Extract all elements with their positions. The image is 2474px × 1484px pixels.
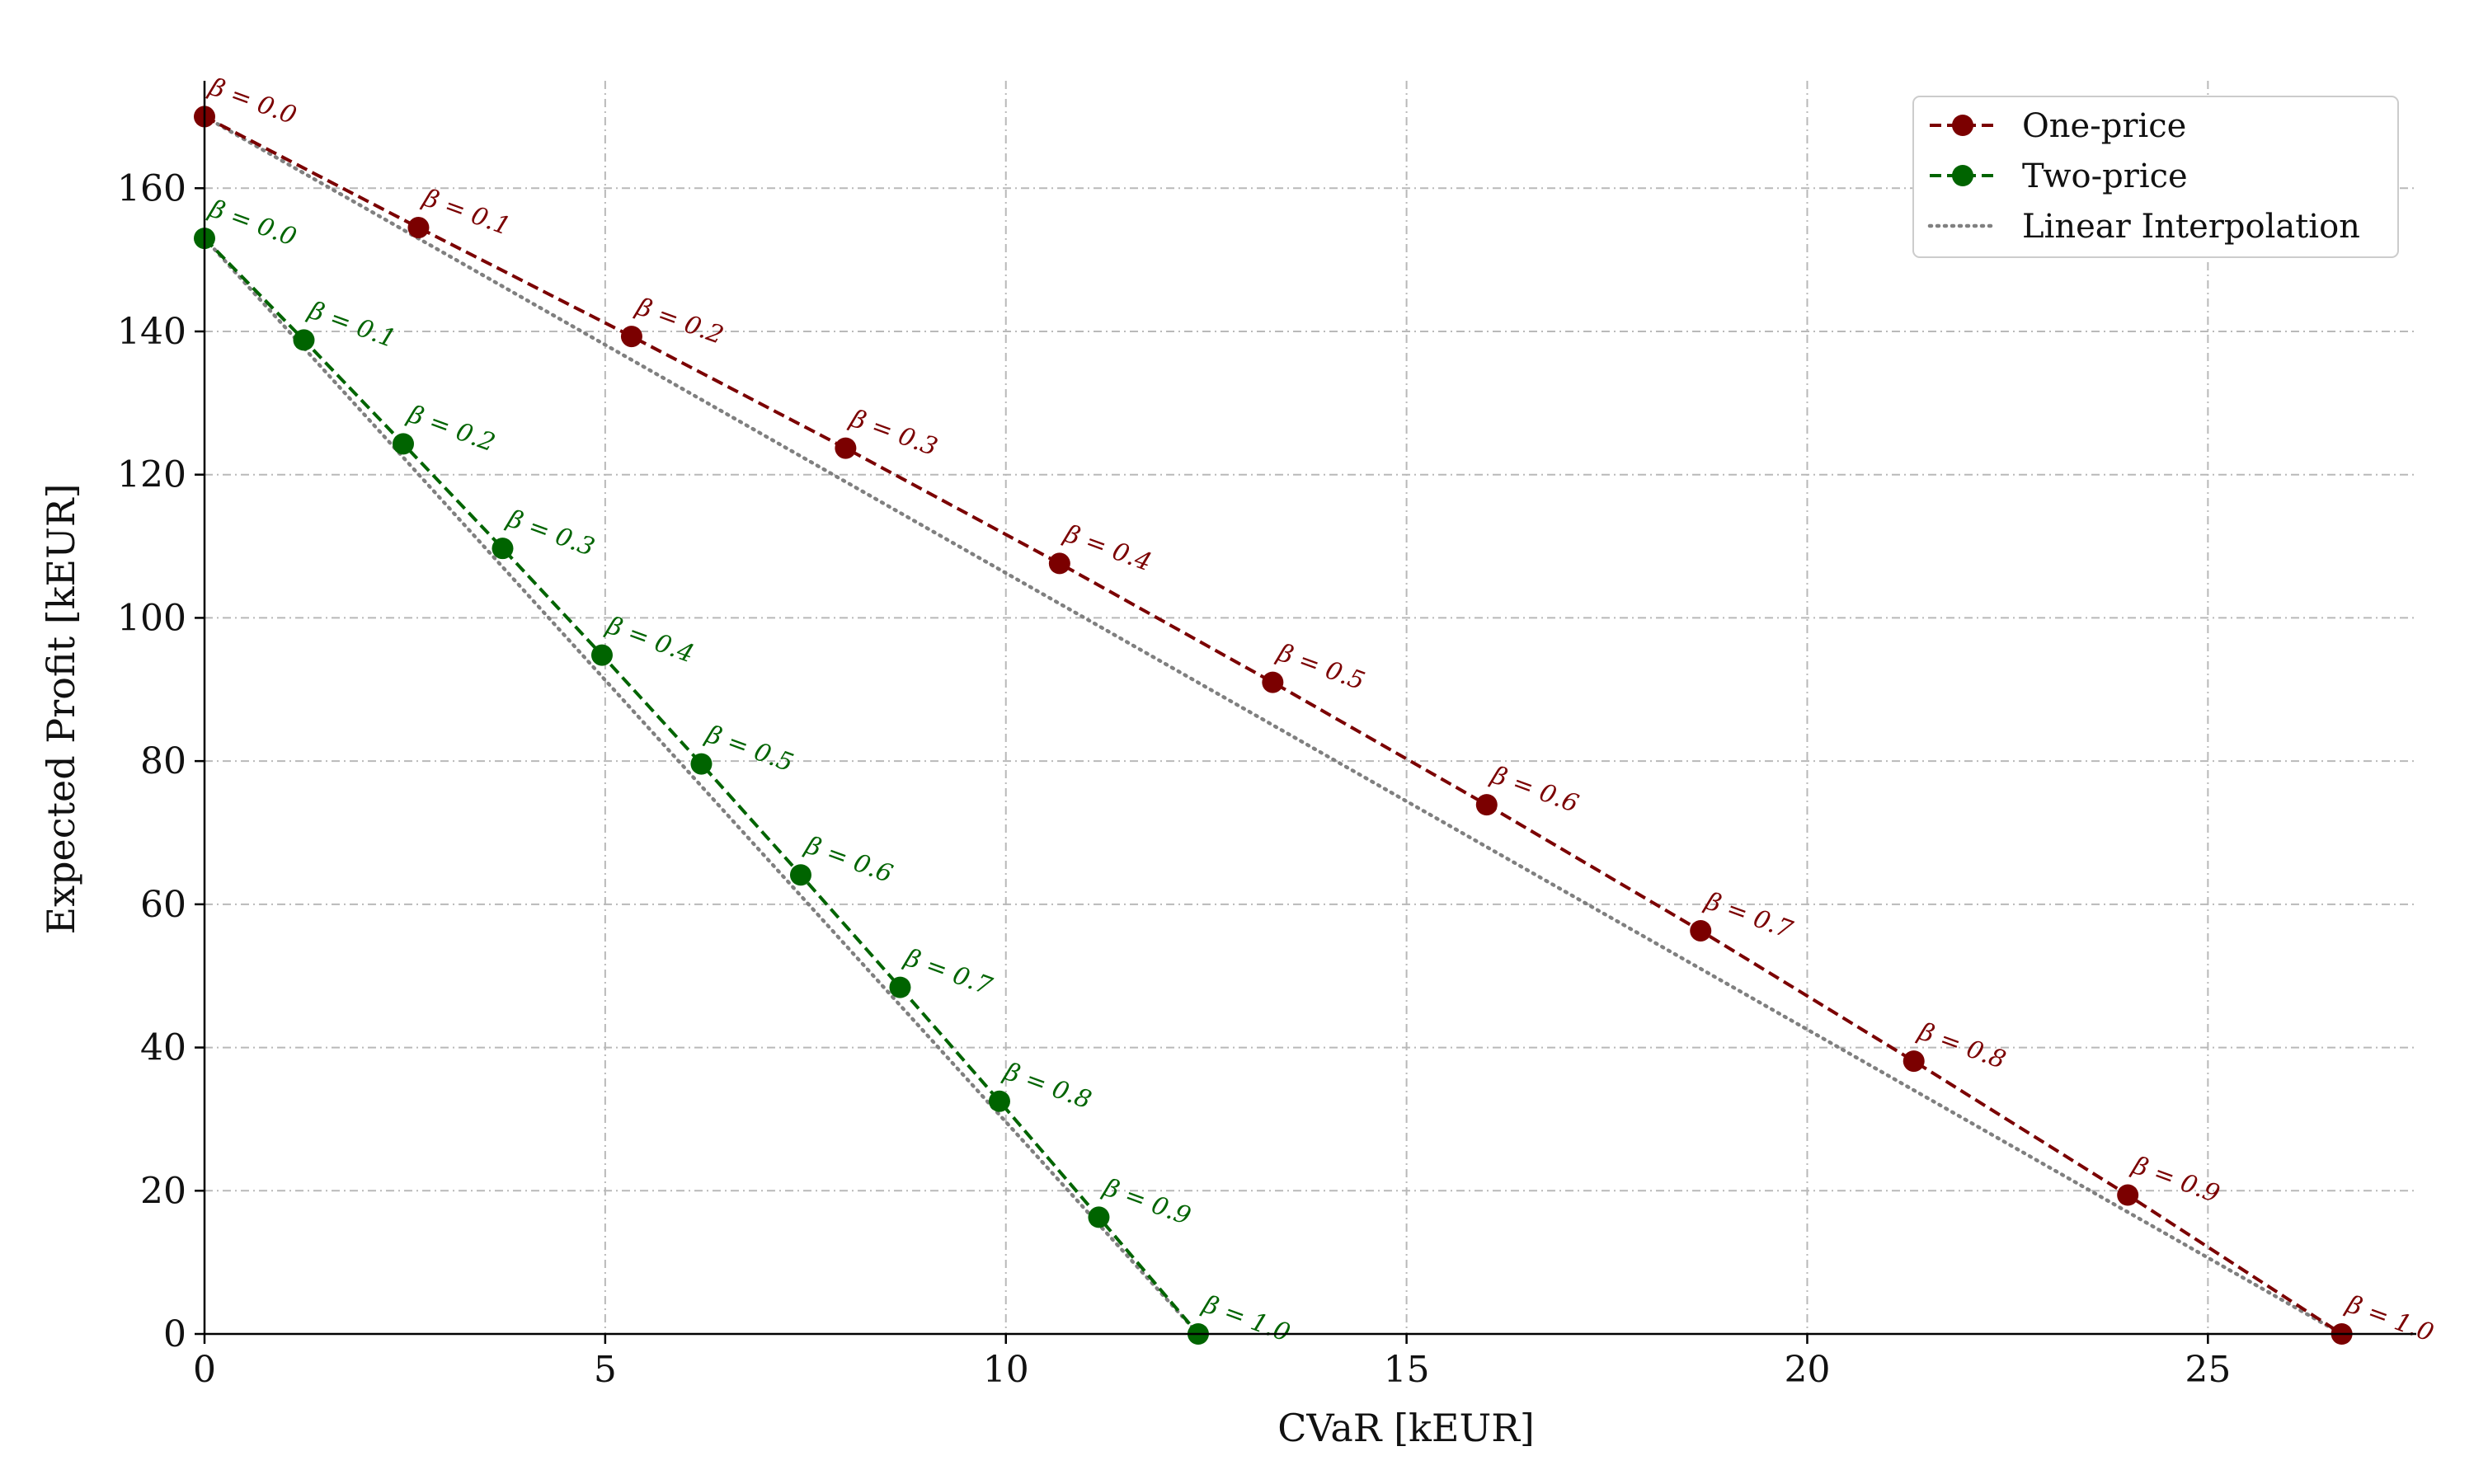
beta-label-two-price: β = 0.6: [801, 831, 896, 890]
legend-entry-two-price: Two-price: [1930, 157, 2188, 195]
data-point-two-price: [889, 976, 911, 998]
beta-label-one-price: β = 0.9: [2128, 1151, 2223, 1209]
y-tick-label: 60: [140, 884, 186, 926]
beta-label-one-price: β = 0.5: [1273, 638, 1369, 697]
x-tick-label: 5: [594, 1349, 617, 1391]
series-line-one-price: [204, 115, 2343, 1336]
legend-label-one-price: One-price: [2022, 107, 2186, 145]
beta-label-two-price: β = 0.8: [999, 1057, 1095, 1115]
beta-label-one-price: β = 0.6: [1487, 760, 1583, 819]
axes: [195, 81, 2416, 1344]
legend-marker-two-price: [1952, 165, 1973, 186]
data-point-two-price: [492, 538, 514, 560]
legend: One-price Two-price Linear Interpolation: [1912, 96, 2399, 258]
x-tick-label: 15: [1384, 1349, 1430, 1391]
linear-interpolation-one-price: [202, 115, 2344, 1336]
x-tick-label: 25: [2185, 1349, 2231, 1391]
data-point-one-price: [2117, 1184, 2139, 1206]
y-tick-label: 100: [117, 597, 186, 639]
tick-labels: 0 5 10 15 20 25 0 20 40 60 80 100 120 140 160: [117, 167, 2231, 1391]
data-point-one-price: [1903, 1050, 1925, 1073]
beta-label-two-price: β = 0.2: [403, 400, 499, 458]
beta-label-two-price: β = 0.4: [602, 611, 698, 669]
x-tick-label: 0: [193, 1349, 216, 1391]
beta-label-one-price: β = 0.4: [1060, 519, 1155, 578]
linear-interpolation-two-price: [202, 236, 1201, 1336]
data-point-one-price: [620, 326, 642, 348]
x-tick-label: 10: [983, 1349, 1029, 1391]
beta-label-two-price: β = 0.1: [304, 296, 400, 355]
legend-entry-linear-interpolation: Linear Interpolation: [1927, 208, 2360, 246]
legend-box: [1912, 96, 2399, 258]
beta-label-one-price: β = 1.0: [2342, 1289, 2438, 1348]
legend-label-linear-interpolation: Linear Interpolation: [2022, 208, 2360, 246]
y-tick-label: 80: [140, 740, 186, 782]
y-tick-label: 0: [163, 1313, 186, 1355]
x-axis-label: CVaR [kEUR]: [1277, 1406, 1535, 1450]
beta-label-one-price: β = 0.0: [205, 73, 300, 131]
data-point-one-price: [1690, 919, 1712, 942]
y-tick-label: 20: [140, 1170, 186, 1212]
beta-label-two-price: β = 0.9: [1099, 1173, 1195, 1232]
grid-lines: [205, 81, 2416, 1334]
data-point-one-price: [1475, 794, 1498, 816]
y-tick-label: 40: [140, 1027, 186, 1069]
y-tick-label: 140: [117, 311, 186, 353]
beta-label-two-price: β = 0.5: [702, 720, 797, 778]
linear-interpolation-lines: [202, 115, 2344, 1336]
legend-marker-one-price: [1952, 115, 1973, 136]
beta-label-two-price: β = 0.7: [901, 943, 996, 1002]
data-point-two-price: [988, 1090, 1010, 1112]
beta-label-two-price: β = 0.3: [503, 504, 599, 562]
data-point-two-price: [690, 753, 713, 775]
data-point-two-price: [789, 864, 811, 886]
y-axis-label: Expected Profit [kEUR]: [39, 484, 83, 935]
legend-entry-one-price: One-price: [1930, 107, 2186, 145]
y-tick-label: 160: [117, 167, 186, 209]
data-point-one-price: [407, 217, 430, 239]
beta-label-one-price: β = 0.2: [632, 292, 727, 350]
data-point-one-price: [1262, 671, 1284, 693]
beta-label-one-price: β = 0.7: [1701, 886, 1797, 945]
data-point-one-price: [1048, 552, 1070, 575]
data-point-two-price: [293, 329, 315, 351]
series-layer: [194, 106, 2353, 1345]
beta-label-one-price: β = 0.1: [419, 183, 515, 242]
x-tick-label: 20: [1784, 1349, 1830, 1391]
legend-label-two-price: Two-price: [2022, 157, 2188, 195]
data-point-two-price: [392, 433, 414, 455]
data-point-two-price: [590, 644, 613, 666]
beta-label-two-price: β = 1.0: [1198, 1289, 1294, 1348]
y-tick-label: 120: [117, 454, 186, 496]
beta-label-one-price: β = 0.3: [846, 404, 942, 463]
beta-label-one-price: β = 0.8: [1914, 1017, 2010, 1075]
data-point-two-price: [1088, 1206, 1110, 1228]
data-point-one-price: [835, 437, 857, 459]
beta-label-two-price: β = 0.0: [205, 194, 300, 252]
